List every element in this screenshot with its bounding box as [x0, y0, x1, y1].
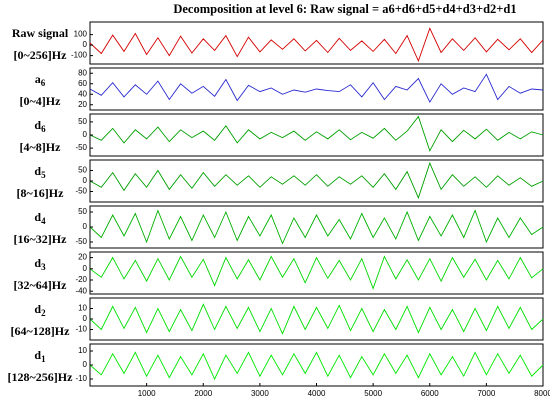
y-tick-label: 20	[78, 100, 87, 109]
signal-line	[89, 351, 544, 381]
panel-label: d5	[34, 164, 46, 180]
y-tick-label: -50	[75, 187, 87, 196]
panel-label-subscript: 3	[41, 262, 46, 272]
y-tick-label: -20	[75, 275, 87, 284]
y-tick-label: -50	[75, 237, 87, 246]
y-tick-label: 50	[78, 117, 87, 126]
panel-band: [32~64]Hz	[14, 278, 68, 292]
panel-label: d3	[34, 256, 46, 272]
panel-band: [8~16]Hz	[17, 186, 65, 200]
y-tick-label: -50	[75, 143, 87, 152]
plot-frame	[89, 205, 544, 249]
plot-frame	[89, 113, 544, 157]
y-tick-label: -10	[75, 374, 87, 383]
panel-label-name: d	[34, 118, 41, 132]
panel-label-name: d	[34, 256, 41, 270]
y-tick-label: 0	[83, 130, 88, 139]
panel-label-name: d	[34, 210, 41, 224]
y-tick-label: 100	[74, 30, 88, 39]
signal-line	[89, 115, 544, 152]
signal-line	[89, 303, 544, 335]
panel-label: d6	[34, 118, 46, 134]
panel-band: [4~8]Hz	[20, 140, 62, 154]
panel-label-name: d	[34, 164, 41, 178]
signal-line	[89, 161, 544, 200]
y-tick-label: 50	[78, 207, 87, 216]
signal-line	[89, 27, 544, 63]
y-tick-label: 20	[78, 253, 87, 262]
panel-label: Raw signal	[12, 26, 69, 40]
panel-band: [128~256]Hz	[8, 370, 74, 384]
panel-label-name: d	[34, 348, 41, 362]
panel-label-subscript: 5	[41, 170, 46, 180]
signal-line	[89, 209, 544, 245]
panel-label: d2	[34, 302, 46, 318]
panel-label-name: Raw signal	[12, 26, 69, 40]
panel-band: [16~32]Hz	[14, 232, 68, 246]
y-tick-label: 0	[83, 360, 88, 369]
y-tick-label: -10	[75, 325, 87, 334]
x-tick-label: 6000	[421, 389, 439, 398]
y-tick-label: -100	[71, 51, 88, 60]
y-tick-label: -40	[75, 286, 87, 295]
panel-band: [0~4]Hz	[20, 94, 62, 108]
y-tick-label: 0	[83, 40, 88, 49]
y-tick-label: 0	[83, 222, 88, 231]
panel-band: [0~256]Hz	[14, 48, 68, 62]
y-tick-label: 60	[78, 79, 87, 88]
y-tick-label: 0	[83, 264, 88, 273]
y-tick-label: 50	[78, 166, 87, 175]
panel-label-subscript: 6	[41, 78, 46, 88]
panel-label-subscript: 1	[41, 354, 46, 364]
plot-frame	[89, 21, 544, 65]
panel-band: [64~128]Hz	[11, 324, 71, 338]
x-tick-label: 1000	[138, 389, 156, 398]
panel-label: a6	[35, 72, 46, 88]
x-tick-label: 8000	[534, 389, 550, 398]
signal-line	[89, 255, 544, 290]
panel-label-name: a	[35, 72, 41, 86]
y-tick-label: 10	[78, 304, 87, 313]
y-tick-label: 0	[83, 314, 88, 323]
chart-title: Decomposition at level 6: Raw signal = a…	[173, 2, 516, 16]
y-tick-label: 0	[83, 176, 88, 185]
y-tick-label: 80	[78, 68, 87, 77]
signal-line	[89, 73, 544, 104]
plot-frame	[89, 343, 544, 387]
plot-frame	[89, 251, 544, 295]
panel-label-subscript: 6	[41, 124, 46, 134]
panel-label: d4	[34, 210, 46, 226]
panel-label-subscript: 2	[41, 308, 46, 318]
x-tick-label: 4000	[308, 389, 326, 398]
panel-label: d1	[34, 348, 46, 364]
y-tick-label: 10	[78, 346, 87, 355]
x-tick-label: 3000	[251, 389, 269, 398]
y-tick-label: 40	[78, 89, 87, 98]
x-tick-label: 5000	[364, 389, 382, 398]
plot-frame	[89, 159, 544, 203]
panel-label-name: d	[34, 302, 41, 316]
panel-label-subscript: 4	[41, 216, 46, 226]
x-tick-label: 2000	[194, 389, 212, 398]
x-tick-label: 7000	[477, 389, 495, 398]
plot-frame	[89, 297, 544, 341]
